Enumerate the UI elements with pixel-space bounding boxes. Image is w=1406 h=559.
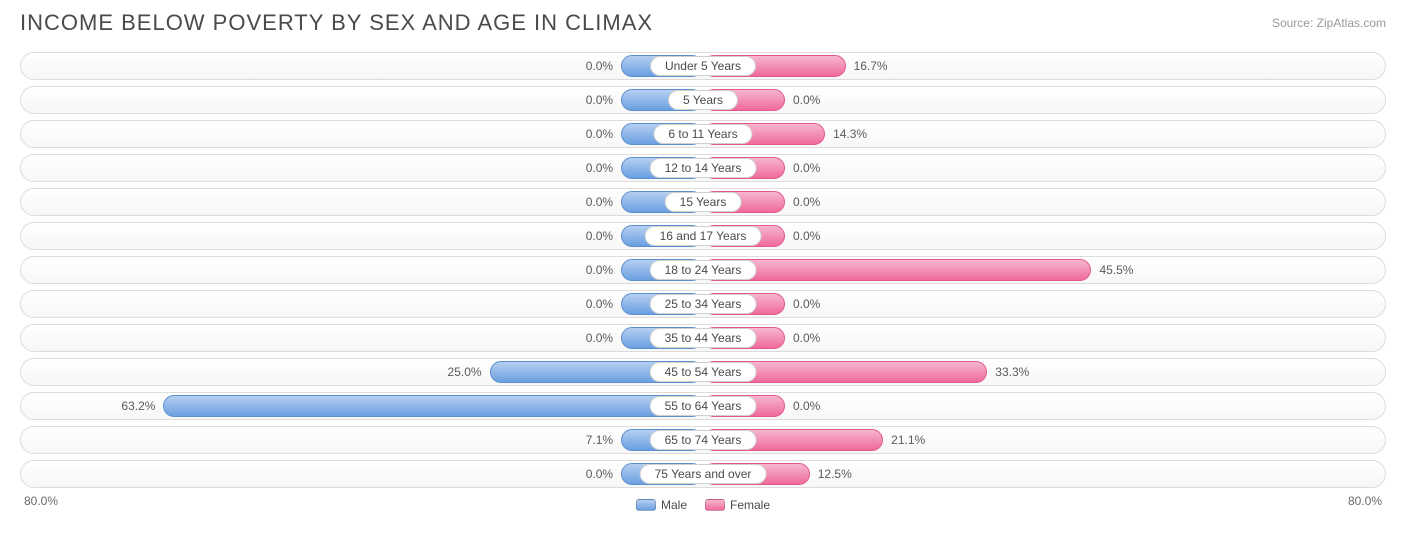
female-value: 0.0% — [793, 93, 820, 107]
female-value: 33.3% — [995, 365, 1029, 379]
chart-row: 0.0% 0.0% 25 to 34 Years — [20, 290, 1386, 318]
chart-row: 0.0% 12.5% 75 Years and over — [20, 460, 1386, 488]
male-value: 0.0% — [586, 331, 613, 345]
legend-male-label: Male — [661, 498, 687, 512]
chart-row: 25.0% 33.3% 45 to 54 Years — [20, 358, 1386, 386]
chart-row: 0.0% 0.0% 35 to 44 Years — [20, 324, 1386, 352]
category-label: 55 to 64 Years — [650, 396, 757, 416]
female-value: 14.3% — [833, 127, 867, 141]
category-label: 45 to 54 Years — [650, 362, 757, 382]
legend-item-male: Male — [636, 498, 687, 512]
category-label: 16 and 17 Years — [645, 226, 762, 246]
chart-row: 0.0% 0.0% 15 Years — [20, 188, 1386, 216]
male-bar — [163, 395, 703, 417]
category-label: 25 to 34 Years — [650, 294, 757, 314]
chart-row: 0.0% 16.7% Under 5 Years — [20, 52, 1386, 80]
male-value: 25.0% — [448, 365, 482, 379]
male-value: 0.0% — [586, 263, 613, 277]
legend-item-female: Female — [705, 498, 770, 512]
female-value: 0.0% — [793, 297, 820, 311]
female-value: 45.5% — [1099, 263, 1133, 277]
male-value: 0.0% — [586, 297, 613, 311]
category-label: 15 Years — [665, 192, 742, 212]
male-value: 0.0% — [586, 127, 613, 141]
chart-area: 0.0%16.7%Under 5 Years0.0%0.0%5 Years0.0… — [0, 44, 1406, 516]
axis-max-left: 80.0% — [24, 494, 58, 508]
category-label: 18 to 24 Years — [650, 260, 757, 280]
category-label: 12 to 14 Years — [650, 158, 757, 178]
category-label: 75 Years and over — [640, 464, 767, 484]
legend: Male Female — [636, 498, 770, 512]
source-attribution: Source: ZipAtlas.com — [1272, 10, 1386, 30]
header: INCOME BELOW POVERTY BY SEX AND AGE IN C… — [0, 0, 1406, 44]
chart-row: 0.0% 0.0% 16 and 17 Years — [20, 222, 1386, 250]
female-bar — [703, 259, 1091, 281]
chart-row: 0.0% 0.0% 5 Years — [20, 86, 1386, 114]
category-label: 35 to 44 Years — [650, 328, 757, 348]
female-value: 0.0% — [793, 161, 820, 175]
category-label: Under 5 Years — [650, 56, 756, 76]
female-value: 21.1% — [891, 433, 925, 447]
male-value: 63.2% — [121, 399, 155, 413]
male-swatch-icon — [636, 499, 656, 511]
male-value: 0.0% — [586, 59, 613, 73]
category-label: 65 to 74 Years — [650, 430, 757, 450]
female-value: 12.5% — [818, 467, 852, 481]
category-label: 6 to 11 Years — [653, 124, 752, 144]
male-value: 7.1% — [586, 433, 613, 447]
category-label: 5 Years — [668, 90, 738, 110]
female-value: 0.0% — [793, 229, 820, 243]
male-value: 0.0% — [586, 229, 613, 243]
female-value: 0.0% — [793, 399, 820, 413]
female-value: 0.0% — [793, 195, 820, 209]
axis-row: 80.0% 80.0% Male Female — [20, 494, 1386, 516]
male-value: 0.0% — [586, 161, 613, 175]
legend-female-label: Female — [730, 498, 770, 512]
male-value: 0.0% — [586, 93, 613, 107]
female-value: 16.7% — [854, 59, 888, 73]
chart-row: 7.1% 21.1% 65 to 74 Years — [20, 426, 1386, 454]
chart-row: 0.0% 14.3% 6 to 11 Years — [20, 120, 1386, 148]
female-swatch-icon — [705, 499, 725, 511]
chart-title: INCOME BELOW POVERTY BY SEX AND AGE IN C… — [20, 10, 653, 36]
male-value: 0.0% — [586, 467, 613, 481]
male-value: 0.0% — [586, 195, 613, 209]
chart-row: 0.0% 45.5% 18 to 24 Years — [20, 256, 1386, 284]
axis-max-right: 80.0% — [1348, 494, 1382, 508]
female-value: 0.0% — [793, 331, 820, 345]
chart-row: 63.2% 0.0% 55 to 64 Years — [20, 392, 1386, 420]
chart-row: 0.0% 0.0% 12 to 14 Years — [20, 154, 1386, 182]
